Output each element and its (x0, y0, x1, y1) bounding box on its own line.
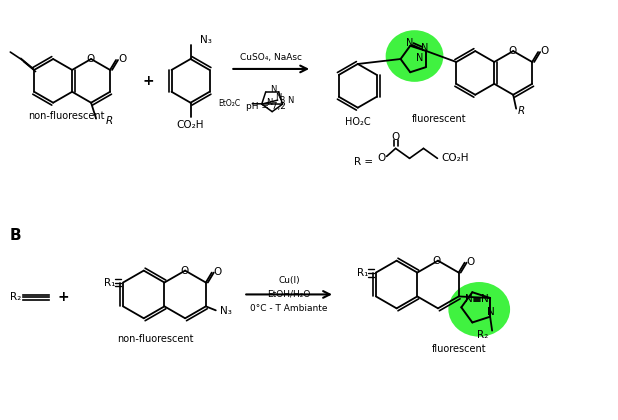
Text: fluorescent: fluorescent (412, 113, 467, 123)
Text: O: O (391, 132, 400, 142)
Text: +: + (57, 290, 69, 304)
Text: R =: R = (353, 158, 373, 167)
Text: CO₂H: CO₂H (177, 120, 205, 129)
Text: R₂: R₂ (476, 330, 488, 340)
Text: N: N (270, 85, 276, 94)
Text: N: N (266, 98, 273, 107)
Ellipse shape (386, 30, 443, 82)
Text: 3 N: 3 N (281, 96, 295, 105)
Text: O: O (118, 54, 126, 64)
Text: N: N (481, 294, 489, 304)
Text: N: N (421, 43, 428, 53)
Text: N₃: N₃ (200, 35, 213, 45)
Text: R₁: R₁ (104, 278, 115, 288)
Text: non-fluorescent: non-fluorescent (117, 334, 194, 344)
Ellipse shape (449, 282, 510, 337)
Text: EtOH/H₂O: EtOH/H₂O (268, 290, 311, 299)
Text: +: + (143, 74, 154, 88)
Text: O: O (86, 54, 94, 64)
Text: O: O (467, 257, 475, 267)
Text: fluorescent: fluorescent (432, 344, 486, 354)
Text: EtO₂C: EtO₂C (218, 99, 240, 108)
Text: O: O (433, 256, 441, 266)
Text: N₃: N₃ (220, 306, 232, 316)
Text: O: O (214, 267, 222, 277)
Text: R₂: R₂ (10, 292, 21, 302)
Text: N: N (465, 294, 473, 304)
Text: pH = 7,2: pH = 7,2 (246, 102, 286, 111)
Text: O: O (540, 46, 548, 56)
Text: R₁: R₁ (357, 268, 368, 278)
Text: CuSO₄, NaAsc: CuSO₄, NaAsc (240, 52, 302, 61)
Text: O: O (180, 265, 188, 276)
Text: CO₂H: CO₂H (442, 153, 469, 163)
Text: HO₂C: HO₂C (345, 117, 371, 126)
Text: R: R (106, 116, 113, 126)
Text: N: N (416, 53, 423, 63)
Text: O: O (378, 153, 386, 163)
Text: non-fluorescent: non-fluorescent (28, 110, 104, 121)
Text: N: N (275, 93, 281, 102)
Text: N: N (488, 307, 495, 318)
Text: 0°C - T Ambiante: 0°C - T Ambiante (250, 304, 328, 313)
Text: N: N (406, 38, 413, 48)
Text: Cu(I): Cu(I) (278, 276, 300, 285)
Text: R: R (518, 106, 525, 116)
Text: B: B (9, 228, 21, 243)
Text: O: O (508, 46, 516, 56)
